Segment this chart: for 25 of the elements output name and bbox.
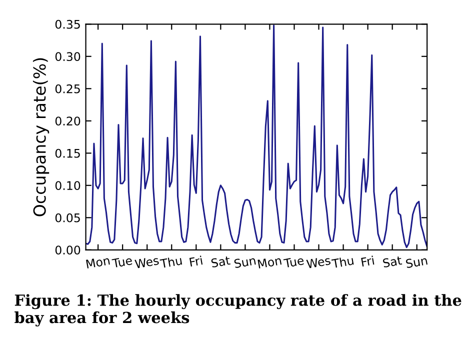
y-tick-label: 0.10 <box>55 181 80 190</box>
y-tick-label: 0.35 <box>55 20 80 29</box>
y-tick-label: 0.05 <box>55 213 80 222</box>
y-tick-label: 0.25 <box>55 84 80 94</box>
line-series <box>86 24 428 248</box>
x-tick-label: Sat <box>210 256 231 268</box>
x-tick-label: Thu <box>160 256 182 268</box>
x-tick-label: Wes <box>306 256 331 269</box>
x-tick-label: Mon <box>258 256 282 269</box>
x-tick-label: Sun <box>234 256 256 268</box>
y-tick-label: 0.20 <box>55 116 80 126</box>
x-tick-label: Fri <box>189 256 203 267</box>
x-tick-label: Thu <box>331 256 354 268</box>
x-tick-label: Tue <box>112 256 132 268</box>
x-tick-label: Mon <box>86 256 110 269</box>
x-tick-label: Sat <box>382 256 402 268</box>
x-tick-label: Wes <box>134 256 160 269</box>
y-tick-label: 0.15 <box>55 148 80 158</box>
x-tick-label: Sun <box>406 256 428 268</box>
caption: Figure 1: The hourly occupancy rate of a road in the bay area for 2 weeks <box>14 294 462 326</box>
y-tick-label: 0.00 <box>55 246 80 255</box>
x-tick-label: Fri <box>361 256 374 267</box>
y-tick-label: 0.30 <box>55 52 80 62</box>
y-axis-title: Occupancy rate(%) <box>32 58 50 216</box>
x-tick-label: Tue <box>283 256 304 268</box>
